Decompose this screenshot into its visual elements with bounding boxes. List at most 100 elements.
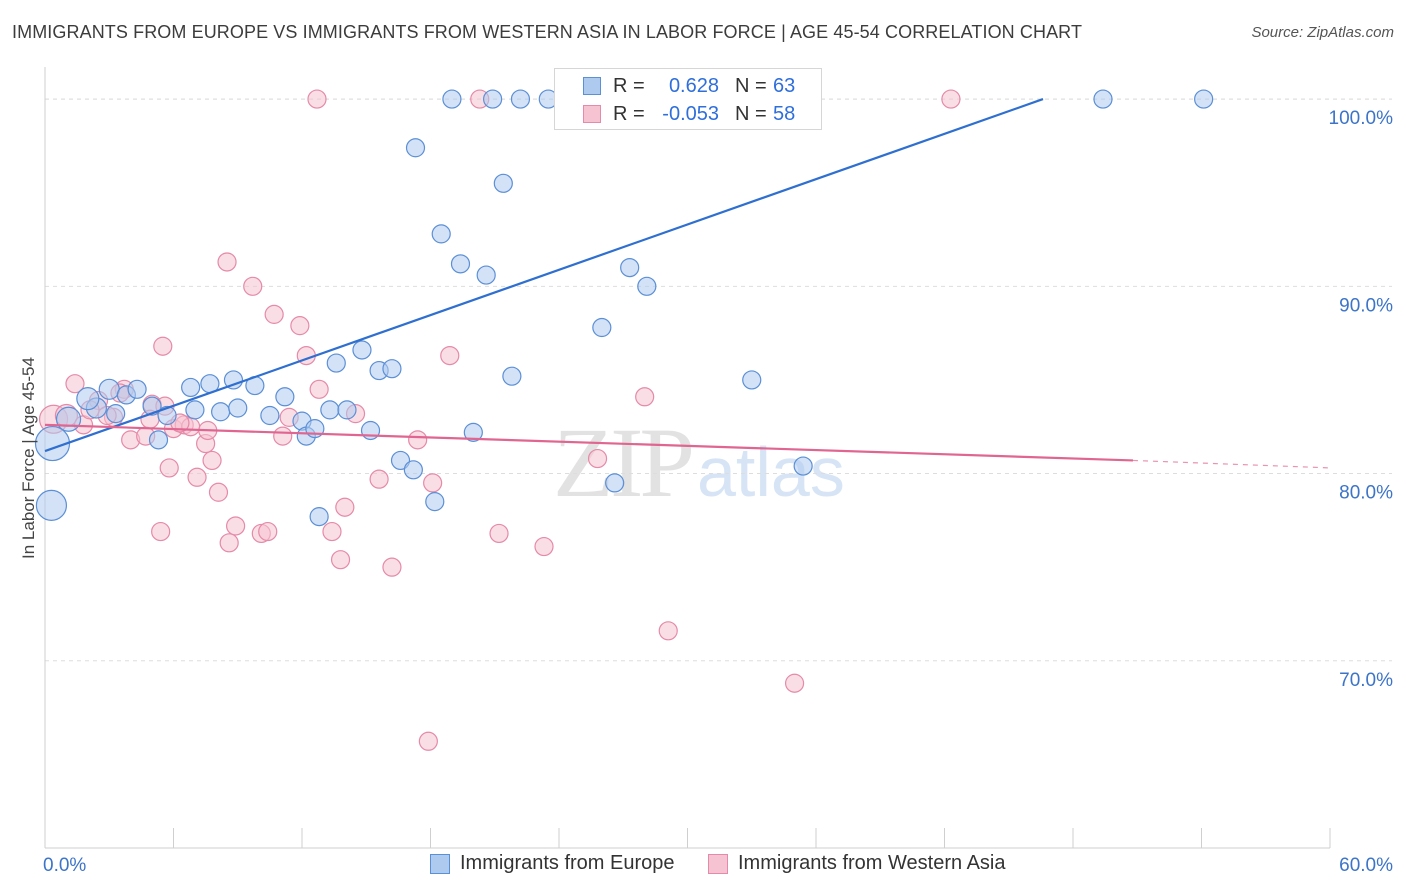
- europe-point[interactable]: [431, 224, 451, 244]
- western-asia-point[interactable]: [153, 336, 173, 356]
- western-asia-point[interactable]: [408, 430, 428, 450]
- western-asia-point[interactable]: [219, 533, 239, 553]
- western-asia-point[interactable]: [418, 731, 438, 751]
- legend-label-europe: Immigrants from Europe: [460, 852, 675, 874]
- europe-point[interactable]: [275, 387, 295, 407]
- europe-point[interactable]: [185, 400, 205, 420]
- western-asia-point[interactable]: [423, 473, 443, 493]
- europe-point[interactable]: [106, 404, 126, 424]
- europe-point[interactable]: [148, 430, 169, 450]
- europe-point[interactable]: [390, 450, 411, 471]
- western-asia-point[interactable]: [202, 450, 222, 471]
- legend-row-europe: R = 0.628 N = 63: [555, 72, 821, 100]
- western-asia-point[interactable]: [307, 89, 327, 109]
- western-asia-trend-line: [44, 423, 1134, 462]
- europe-point[interactable]: [337, 400, 357, 420]
- western-asia-point[interactable]: [151, 521, 171, 542]
- western-asia-point[interactable]: [226, 516, 246, 536]
- europe-point[interactable]: [403, 460, 423, 480]
- r-label: R =: [613, 75, 645, 97]
- western-asia-point[interactable]: [65, 374, 85, 394]
- europe-point[interactable]: [793, 456, 813, 476]
- western-asia-point[interactable]: [258, 521, 278, 542]
- western-asia-point[interactable]: [784, 673, 805, 693]
- western-asia-swatch: [583, 105, 601, 123]
- europe-point[interactable]: [442, 89, 462, 109]
- western-asia-point[interactable]: [941, 89, 961, 109]
- western-asia-point[interactable]: [369, 469, 389, 489]
- r-label: R =: [613, 103, 645, 125]
- europe-point[interactable]: [320, 400, 340, 420]
- western-asia-point[interactable]: [489, 523, 509, 544]
- europe-point[interactable]: [742, 370, 762, 390]
- europe-point[interactable]: [326, 353, 346, 373]
- western-asia-point[interactable]: [273, 426, 293, 446]
- y-axis-title: In Labor Force | Age 45-54: [19, 357, 38, 559]
- europe-point[interactable]: [260, 405, 280, 426]
- europe-point[interactable]: [450, 254, 471, 274]
- western-asia-point[interactable]: [635, 387, 655, 407]
- x-tick-label-min: 0.0%: [43, 855, 86, 876]
- watermark-zip: ZIP: [553, 407, 695, 518]
- y-tick-label: 100.0%: [1329, 108, 1394, 129]
- europe-point[interactable]: [157, 405, 177, 426]
- europe-point[interactable]: [592, 317, 612, 338]
- europe-point[interactable]: [425, 492, 445, 512]
- europe-point[interactable]: [76, 387, 100, 411]
- europe-point[interactable]: [637, 276, 657, 296]
- europe-trend-line: [44, 98, 1044, 453]
- europe-point[interactable]: [493, 173, 513, 193]
- legend-row-western-asia: R = -0.053 N = 58: [555, 100, 821, 128]
- europe-point[interactable]: [211, 402, 231, 422]
- europe-point[interactable]: [127, 379, 147, 399]
- western-asia-point[interactable]: [243, 276, 263, 296]
- western-asia-point[interactable]: [217, 252, 237, 272]
- europe-point[interactable]: [405, 138, 426, 158]
- europe-point[interactable]: [223, 370, 244, 390]
- europe-point[interactable]: [352, 340, 372, 360]
- europe-point[interactable]: [382, 359, 402, 379]
- europe-point[interactable]: [55, 406, 82, 432]
- western-asia-point[interactable]: [335, 497, 355, 517]
- europe-point[interactable]: [483, 89, 503, 109]
- legend-label-western-asia: Immigrants from Western Asia: [738, 852, 1006, 874]
- europe-point[interactable]: [476, 265, 496, 285]
- europe-swatch: [583, 77, 601, 95]
- western-asia-point[interactable]: [290, 316, 310, 336]
- europe-point[interactable]: [502, 366, 522, 386]
- western-asia-point[interactable]: [309, 379, 329, 399]
- western-asia-point[interactable]: [382, 557, 402, 577]
- europe-point[interactable]: [510, 89, 531, 109]
- western-asia-point[interactable]: [587, 448, 608, 469]
- source-label: Source: ZipAtlas.com: [1251, 24, 1394, 41]
- europe-point[interactable]: [1194, 89, 1214, 109]
- y-tick-label: 70.0%: [1339, 670, 1393, 691]
- n-label: N =: [735, 103, 767, 125]
- western-asia-point[interactable]: [534, 536, 554, 557]
- western-asia-point[interactable]: [330, 550, 351, 570]
- europe-point[interactable]: [181, 377, 201, 398]
- western-asia-point[interactable]: [208, 482, 229, 502]
- western-asia-points: [38, 89, 961, 751]
- western-asia-point[interactable]: [159, 458, 179, 478]
- r-value: -0.053: [662, 103, 719, 125]
- chart-title: IMMIGRANTS FROM EUROPE VS IMMIGRANTS FRO…: [12, 22, 1083, 42]
- y-tick-label: 80.0%: [1339, 483, 1393, 504]
- europe-point[interactable]: [620, 257, 640, 278]
- europe-point[interactable]: [605, 473, 625, 493]
- western-asia-point[interactable]: [440, 345, 460, 366]
- europe-point[interactable]: [228, 398, 248, 418]
- europe-point[interactable]: [1093, 89, 1113, 109]
- europe-point[interactable]: [98, 378, 120, 400]
- western-asia-point[interactable]: [187, 467, 207, 487]
- europe-point[interactable]: [309, 507, 329, 527]
- trend-lines: [44, 98, 1331, 469]
- western-asia-point[interactable]: [658, 621, 678, 641]
- europe-point[interactable]: [35, 489, 68, 521]
- western-asia-point[interactable]: [322, 521, 342, 542]
- western-asia-swatch: [708, 854, 728, 874]
- western-asia-point[interactable]: [264, 304, 284, 324]
- x-tick-label-max: 60.0%: [1339, 855, 1393, 876]
- europe-point[interactable]: [463, 422, 483, 442]
